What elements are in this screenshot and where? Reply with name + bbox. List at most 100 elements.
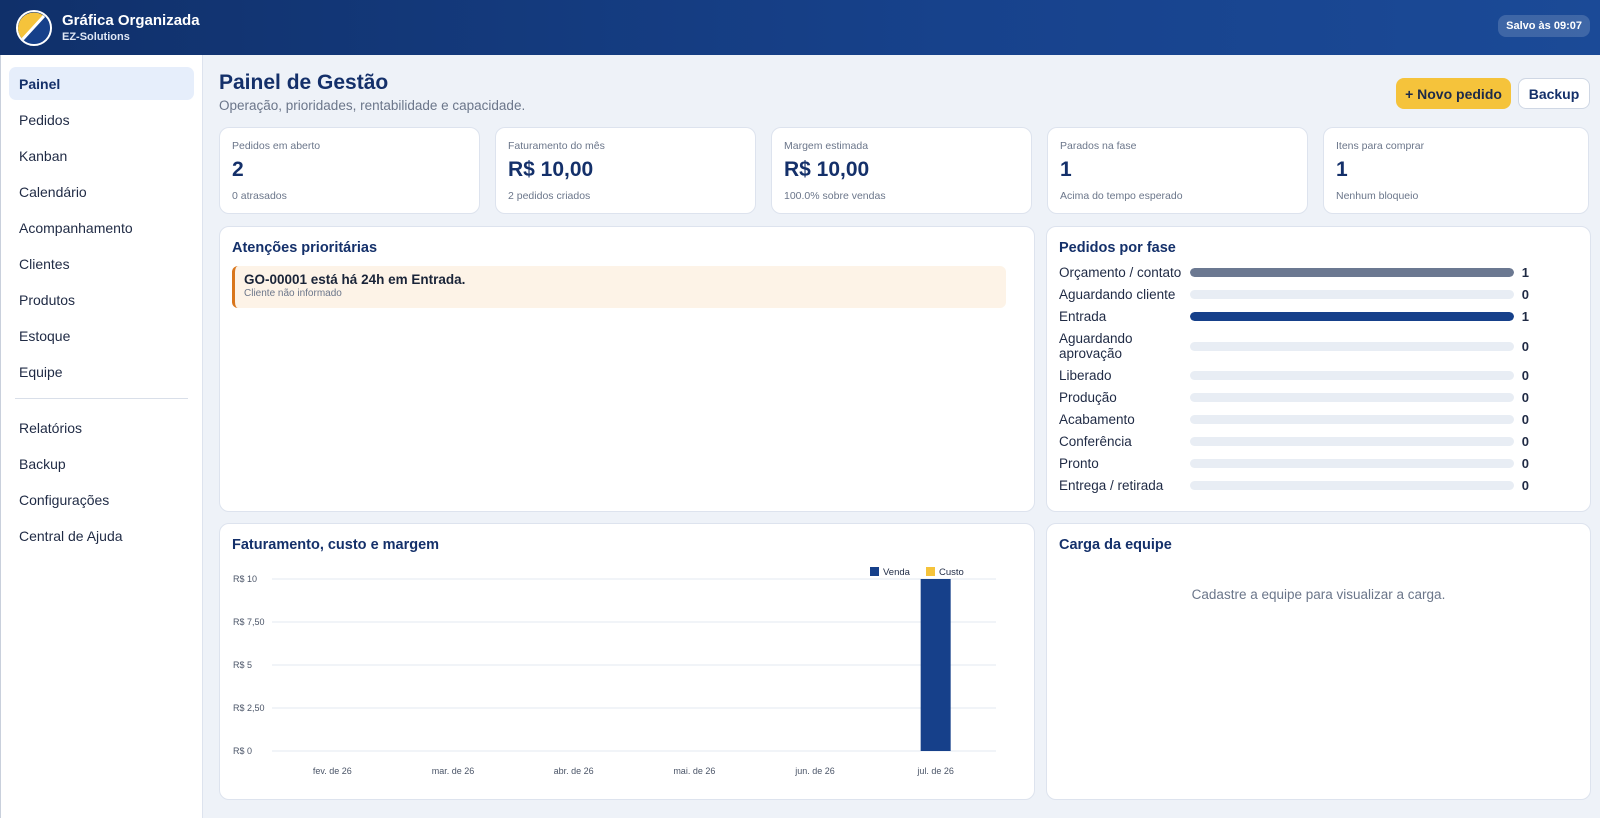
- y-tick-label: R$ 0: [233, 746, 252, 756]
- phase-count: 0: [1521, 287, 1529, 302]
- revenue-chart: R$ 0 R$ 2,50 R$ 5 R$ 7,50 R$ 10 fev. de 26 mar…: [233, 567, 996, 776]
- phases-title: Pedidos por fase: [1059, 240, 1176, 256]
- brand: Gráfica Organizada EZ-Solutions: [62, 12, 200, 44]
- page-subtitle: Operação, prioridades, rentabilidade e c…: [219, 98, 526, 113]
- phase-label: Acabamento: [1059, 412, 1135, 427]
- phase-count: 0: [1521, 390, 1529, 405]
- x-tick-label: jul. de 26: [916, 766, 954, 776]
- phase-label: Pronto: [1059, 456, 1099, 471]
- kpi-note: 0 atrasados: [232, 190, 287, 202]
- sidebar-item-equipe[interactable]: Equipe: [19, 363, 63, 380]
- phase-row: Entrega / retirada 0: [1059, 478, 1529, 493]
- legend-swatch: [926, 567, 935, 576]
- legend-label: Venda: [883, 567, 911, 578]
- y-tick-label: R$ 7,50: [233, 617, 265, 627]
- kpi-label: Faturamento do mês: [508, 140, 605, 152]
- kpi-value: 2: [232, 158, 244, 181]
- phase-bar-track: [1190, 459, 1514, 468]
- phase-bar-track: [1190, 290, 1514, 299]
- sidebar-item-calendario[interactable]: Calendário: [19, 183, 87, 200]
- phase-row: Entrada 1: [1059, 309, 1529, 324]
- sidebar: Painel Pedidos Kanban Calendário Acompan…: [0, 55, 203, 818]
- kpi-value: 1: [1060, 158, 1072, 181]
- phase-label: Produção: [1059, 390, 1117, 405]
- phase-row: Liberado 0: [1059, 368, 1529, 383]
- sidebar-item-relatorios[interactable]: Relatórios: [19, 419, 83, 436]
- sidebar-item-produtos[interactable]: Produtos: [19, 291, 76, 308]
- legend-label: Custo: [939, 567, 964, 578]
- phase-label: Conferência: [1059, 434, 1132, 449]
- sidebar-item-pedidos[interactable]: Pedidos: [19, 111, 70, 128]
- x-tick-label: fev. de 26: [313, 766, 352, 776]
- kpi-value: 1: [1336, 158, 1348, 181]
- backup-button[interactable]: Backup: [1518, 78, 1590, 109]
- kpi-card-items-to-buy: Itens para comprar 1 Nenhum bloqueio: [1323, 127, 1589, 214]
- phase-label: Entrega / retirada: [1059, 478, 1164, 493]
- phase-count: 0: [1521, 434, 1529, 449]
- saved-status-badge: Salvo às 09:07: [1498, 15, 1590, 37]
- chart-title: Faturamento, custo e margem: [232, 537, 440, 553]
- x-tick-label: jun. de 26: [794, 766, 835, 776]
- sidebar-item-central-de-ajuda[interactable]: Central de Ajuda: [19, 527, 123, 544]
- phase-label: Liberado: [1059, 368, 1112, 383]
- kpi-card-open-orders: Pedidos em aberto 2 0 atrasados: [219, 127, 480, 214]
- bar-venda: [920, 579, 951, 751]
- sidebar-item-backup[interactable]: Backup: [19, 455, 66, 472]
- sidebar-item-acompanhamento[interactable]: Acompanhamento: [19, 219, 133, 236]
- y-tick-label: R$ 5: [233, 660, 252, 670]
- priority-alert-item[interactable]: GO-00001 está há 24h em Entrada. Cliente…: [232, 266, 1006, 308]
- phase-bar-track: [1190, 341, 1514, 351]
- phase-row: Produção 0: [1059, 390, 1529, 405]
- phase-count: 1: [1521, 309, 1529, 324]
- y-tick-label: R$ 2,50: [233, 703, 265, 713]
- new-order-button[interactable]: + Novo pedido: [1396, 78, 1511, 109]
- app-logo-icon: [16, 9, 52, 46]
- sidebar-item-configuracoes[interactable]: Configurações: [19, 491, 110, 508]
- phase-row: Acabamento 0: [1059, 412, 1529, 427]
- priorities-panel: Atenções prioritárias GO-00001 está há 2…: [219, 226, 1035, 512]
- phase-count: 0: [1521, 456, 1529, 471]
- phase-label: Entrada: [1059, 309, 1107, 324]
- kpi-card-monthly-revenue: Faturamento do mês R$ 10,00 2 pedidos cr…: [495, 127, 756, 214]
- phase-bar-track: [1190, 268, 1514, 277]
- kpi-note: Nenhum bloqueio: [1336, 190, 1419, 202]
- phase-row: Aguardando aprovação 0: [1059, 331, 1529, 361]
- top-bar: Gráfica Organizada EZ-Solutions Salvo às…: [0, 0, 1600, 55]
- phase-bar-track: [1190, 481, 1514, 490]
- priorities-title: Atenções prioritárias: [232, 240, 378, 256]
- x-tick-label: mar. de 26: [432, 766, 475, 776]
- phase-bar-fill: [1190, 312, 1514, 321]
- x-tick-label: mai. de 26: [673, 766, 715, 776]
- kpi-label: Margem estimada: [784, 140, 869, 152]
- phase-bar-track: [1190, 371, 1514, 380]
- team-load-empty-message: Cadastre a equipe para visualizar a carg…: [1191, 587, 1446, 602]
- phase-row: Pronto 0: [1059, 456, 1529, 471]
- phase-row: Aguardando cliente 0: [1059, 287, 1529, 302]
- x-tick-label: abr. de 26: [554, 766, 594, 776]
- phase-label: Orçamento / contato: [1059, 265, 1182, 280]
- kpi-label: Pedidos em aberto: [232, 140, 321, 152]
- phase-count: 0: [1521, 338, 1529, 354]
- priority-alert-sub: Cliente não informado: [244, 288, 342, 299]
- kpi-note: 100.0% sobre vendas: [784, 190, 886, 202]
- sidebar-item-clientes[interactable]: Clientes: [19, 255, 70, 272]
- phase-bar-fill: [1190, 268, 1514, 277]
- sidebar-item-estoque[interactable]: Estoque: [19, 327, 71, 344]
- kpi-note: 2 pedidos criados: [508, 190, 591, 202]
- kpi-note: Acima do tempo esperado: [1060, 190, 1183, 202]
- kpi-card-stalled: Parados na fase 1 Acima do tempo esperad…: [1047, 127, 1308, 214]
- kpi-value: R$ 10,00: [508, 158, 594, 181]
- revenue-chart-panel: Faturamento, custo e margem R$ 0 R$ 2,50 R…: [219, 523, 1035, 800]
- kpi-card-estimated-margin: Margem estimada R$ 10,00 100.0% sobre ve…: [771, 127, 1032, 214]
- legend-swatch: [870, 567, 879, 576]
- phase-row: Conferência 0: [1059, 434, 1529, 449]
- team-load-title: Carga da equipe: [1059, 537, 1172, 553]
- sidebar-item-kanban[interactable]: Kanban: [19, 147, 68, 164]
- phase-bar-track: [1190, 312, 1514, 321]
- phase-label: Aguardando aprovação: [1059, 331, 1133, 361]
- app-subtitle: EZ-Solutions: [62, 30, 130, 43]
- sidebar-item-painel[interactable]: Painel: [9, 67, 194, 100]
- phase-count: 1: [1521, 265, 1529, 280]
- sidebar-divider: [15, 398, 188, 399]
- kpi-label: Itens para comprar: [1336, 140, 1425, 152]
